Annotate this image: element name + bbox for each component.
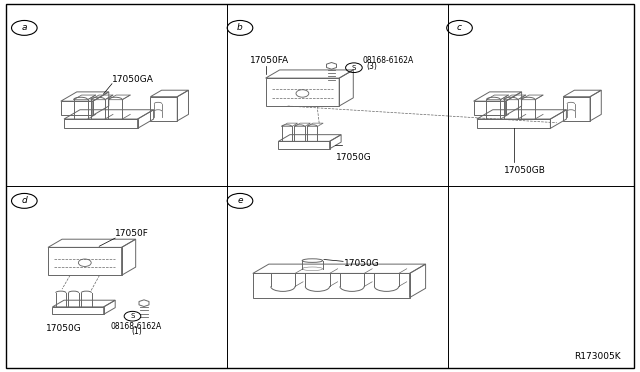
- Text: 17050G: 17050G: [336, 153, 372, 161]
- Text: c: c: [457, 23, 462, 32]
- Text: (3): (3): [367, 62, 378, 71]
- Text: S: S: [131, 313, 134, 319]
- Text: 08168-6162A: 08168-6162A: [362, 56, 413, 65]
- Text: (1): (1): [131, 327, 141, 336]
- Text: d: d: [22, 196, 27, 205]
- Text: 17050GA: 17050GA: [112, 75, 154, 84]
- Text: R173005K: R173005K: [574, 352, 621, 361]
- Text: 17050FA: 17050FA: [250, 56, 289, 65]
- Text: a: a: [22, 23, 27, 32]
- Text: S: S: [352, 65, 356, 71]
- Text: e: e: [237, 196, 243, 205]
- Text: 17050GB: 17050GB: [504, 166, 546, 174]
- Text: 17050F: 17050F: [115, 229, 149, 238]
- Text: 17050G: 17050G: [344, 259, 380, 268]
- Text: 08168-6162A: 08168-6162A: [111, 322, 162, 331]
- Text: b: b: [237, 23, 243, 32]
- Text: 17050G: 17050G: [46, 324, 82, 333]
